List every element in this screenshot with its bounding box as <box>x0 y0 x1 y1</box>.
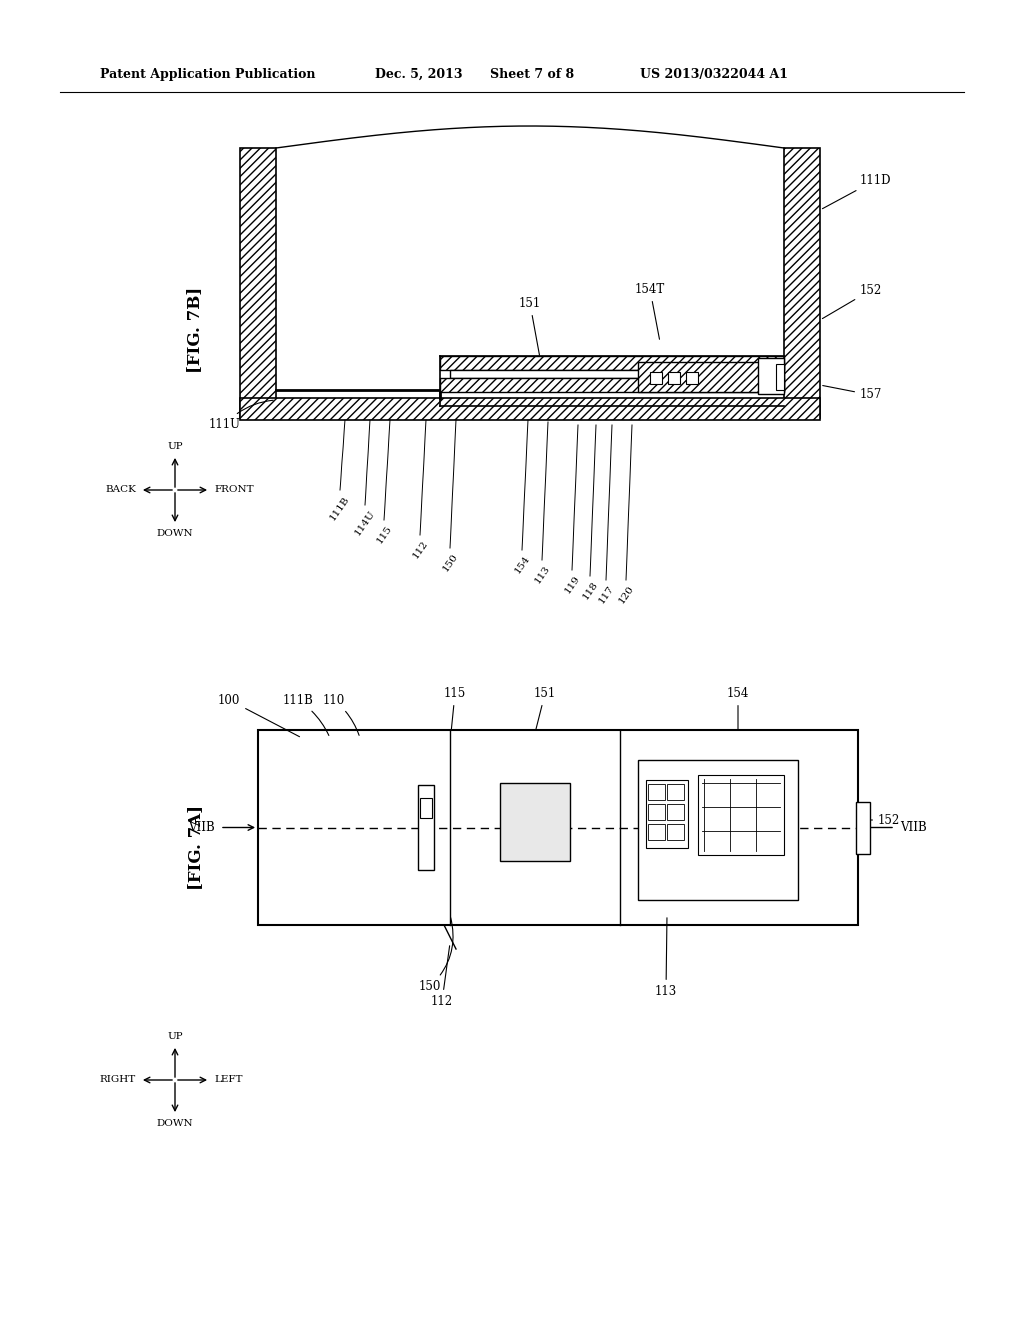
Text: 118: 118 <box>581 579 599 602</box>
Text: 111B: 111B <box>283 693 329 735</box>
Text: 111B: 111B <box>329 494 351 521</box>
Bar <box>667 784 684 800</box>
Bar <box>650 372 662 384</box>
Text: US 2013/0322044 A1: US 2013/0322044 A1 <box>640 69 788 81</box>
Text: RIGHT: RIGHT <box>99 1076 136 1085</box>
Text: Patent Application Publication: Patent Application Publication <box>100 69 315 81</box>
Bar <box>667 824 684 840</box>
Bar <box>500 783 570 861</box>
Text: 112: 112 <box>431 945 453 1008</box>
Text: 114U: 114U <box>353 510 377 537</box>
Text: DOWN: DOWN <box>157 529 194 539</box>
Bar <box>648 804 665 820</box>
Text: DOWN: DOWN <box>157 1119 194 1129</box>
Text: 152: 152 <box>862 813 900 826</box>
Text: VIIB: VIIB <box>188 821 215 834</box>
Text: Dec. 5, 2013: Dec. 5, 2013 <box>375 69 463 81</box>
Text: 110: 110 <box>323 693 359 735</box>
Bar <box>776 364 784 389</box>
Bar <box>258 730 858 925</box>
Text: 115: 115 <box>443 686 466 730</box>
Text: 150: 150 <box>419 917 453 993</box>
Text: 151: 151 <box>534 686 556 730</box>
Text: 154: 154 <box>727 686 750 730</box>
Text: 115: 115 <box>375 524 393 545</box>
Bar <box>646 780 688 847</box>
Text: [FIG. 7A]: [FIG. 7A] <box>187 805 205 890</box>
Text: LEFT: LEFT <box>214 1076 243 1085</box>
Bar <box>450 370 734 378</box>
Text: 157: 157 <box>822 385 883 401</box>
Text: 111U: 111U <box>209 400 273 432</box>
Bar <box>784 148 820 418</box>
Text: UP: UP <box>167 1032 183 1041</box>
Text: 112: 112 <box>411 539 429 561</box>
Bar <box>698 775 784 855</box>
Text: VIIB: VIIB <box>900 821 927 834</box>
Text: FRONT: FRONT <box>214 486 254 495</box>
Bar <box>240 399 820 420</box>
Bar <box>648 824 665 840</box>
Text: 100: 100 <box>218 693 300 737</box>
Bar <box>440 378 784 392</box>
Bar <box>638 362 784 392</box>
Bar <box>420 799 432 818</box>
Text: 150: 150 <box>440 552 460 573</box>
Bar <box>240 148 276 418</box>
Bar <box>638 760 798 900</box>
Text: 154: 154 <box>513 554 531 576</box>
Bar <box>758 358 784 393</box>
Text: BACK: BACK <box>105 486 136 495</box>
Text: [FIG. 7B]: [FIG. 7B] <box>186 286 204 374</box>
Bar <box>667 804 684 820</box>
Bar <box>440 356 784 370</box>
Bar <box>668 372 680 384</box>
Text: 117: 117 <box>597 583 615 606</box>
Bar <box>856 803 870 854</box>
Bar <box>648 784 665 800</box>
Text: 113: 113 <box>655 917 677 998</box>
Text: 151: 151 <box>519 297 541 355</box>
Text: UP: UP <box>167 442 183 451</box>
Text: 113: 113 <box>532 564 551 586</box>
Text: 154T: 154T <box>635 282 666 339</box>
Text: 119: 119 <box>562 574 582 595</box>
Text: Sheet 7 of 8: Sheet 7 of 8 <box>490 69 574 81</box>
Text: 120: 120 <box>616 583 635 606</box>
Text: 111D: 111D <box>822 173 892 209</box>
Text: 152: 152 <box>822 284 883 318</box>
Bar <box>418 785 434 870</box>
Bar <box>686 372 698 384</box>
